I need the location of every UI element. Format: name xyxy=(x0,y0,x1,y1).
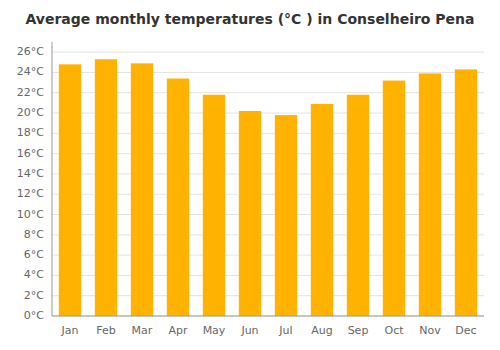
y-tick-label: 18°C xyxy=(17,126,44,139)
y-tick-label: 6°C xyxy=(24,248,44,261)
bars xyxy=(59,59,477,316)
bar xyxy=(167,79,189,316)
y-tick-label: 24°C xyxy=(17,65,44,78)
grid-line xyxy=(52,52,484,53)
x-tick-label: May xyxy=(203,324,226,337)
bar xyxy=(203,95,225,316)
y-tick-label: 10°C xyxy=(17,208,44,221)
chart-container: 0°C 2°C 4°C 6°C 8°C 10°C 12°C 14°C 16°C 18°C 20°C 2… xyxy=(0,0,500,350)
x-tick-label: Nov xyxy=(419,324,441,337)
x-tick-label: Jul xyxy=(278,324,292,337)
bar xyxy=(383,81,405,316)
chart: 0°C 2°C 4°C 6°C 8°C 10°C 12°C 14°C 16°C 18°C 20°C 2… xyxy=(0,0,500,350)
grid xyxy=(52,52,484,316)
bar xyxy=(95,59,117,316)
bar xyxy=(239,111,261,316)
bar xyxy=(311,104,333,316)
bar xyxy=(419,73,441,316)
y-axis-line xyxy=(52,42,53,316)
y-axis: 0°C 2°C 4°C 6°C 8°C 10°C 12°C 14°C 16°C 18°C 20°C 2… xyxy=(17,42,52,322)
x-axis-line xyxy=(52,316,484,317)
x-axis: Jan Feb Mar Apr May Jun Jul Aug Sep Oct Nov Dec xyxy=(52,316,484,337)
x-tick-label: Jun xyxy=(240,324,258,337)
x-tick-label: Feb xyxy=(96,324,115,337)
y-tick-label: 12°C xyxy=(17,187,44,200)
x-tick-label: Dec xyxy=(455,324,476,337)
y-tick-label: 14°C xyxy=(17,167,44,180)
y-tick-label: 4°C xyxy=(24,268,44,281)
x-tick-label: Apr xyxy=(168,324,188,337)
y-tick-label: 8°C xyxy=(24,228,44,241)
x-tick-label: Aug xyxy=(311,324,332,337)
y-tick-label: 0°C xyxy=(24,309,44,322)
y-tick-label: 2°C xyxy=(24,289,44,302)
bar xyxy=(455,69,477,316)
bar xyxy=(59,64,81,316)
x-tick-label: Sep xyxy=(348,324,369,337)
y-tick-label: 22°C xyxy=(17,86,44,99)
x-tick-label: Oct xyxy=(384,324,404,337)
bar xyxy=(131,63,153,316)
y-tick-label: 26°C xyxy=(17,45,44,58)
x-tick-label: Mar xyxy=(132,324,153,337)
y-tick-label: 20°C xyxy=(17,106,44,119)
title: Average monthly temperatures (°C ) in Co… xyxy=(25,11,474,27)
bar xyxy=(275,115,297,316)
grid-line xyxy=(52,316,484,317)
bar xyxy=(347,95,369,316)
x-tick-label: Jan xyxy=(61,324,79,337)
y-tick-label: 16°C xyxy=(17,147,44,160)
